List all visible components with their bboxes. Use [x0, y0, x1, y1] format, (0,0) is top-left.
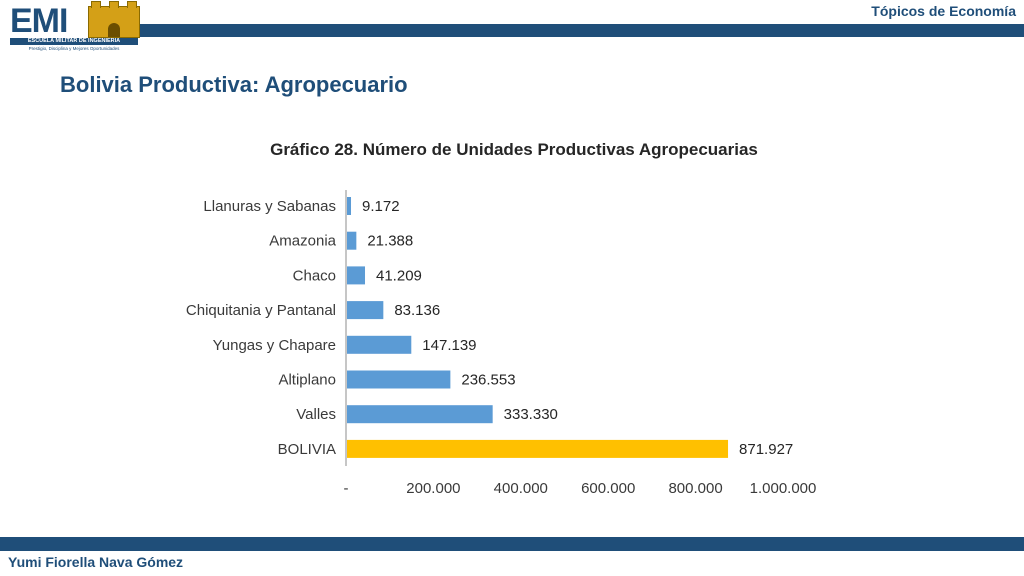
data-label: 871.927 — [739, 441, 793, 458]
x-tick-label: 1.000.000 — [750, 480, 817, 497]
x-tick-label: 600.000 — [581, 480, 635, 497]
chart-title: Gráfico 28. Número de Unidades Productiv… — [270, 140, 758, 159]
bar-chaco — [347, 266, 366, 285]
category-label: Chiquitania y Pantanal — [186, 302, 336, 319]
category-label: Valles — [296, 406, 336, 423]
category-label: Altiplano — [278, 372, 336, 389]
bar-altiplano — [347, 370, 451, 389]
bar-yungas-y-chapare — [347, 335, 412, 354]
data-label: 83.136 — [394, 302, 440, 319]
logo-motto: Prestigio, Disciplina y Mejores Oportuni… — [28, 46, 120, 51]
data-label: 147.139 — [422, 337, 476, 354]
category-label: Yungas y Chapare — [213, 337, 336, 354]
footer-bar — [0, 537, 1024, 551]
data-label: 41.209 — [376, 267, 422, 284]
data-label: 333.330 — [504, 406, 558, 423]
bar-llanuras-y-sabanas — [347, 197, 352, 215]
page-title: Bolivia Productiva: Agropecuario — [60, 72, 408, 97]
bar-bolivia — [347, 439, 729, 458]
x-tick-label: 400.000 — [494, 480, 548, 497]
logo-text: EMI — [10, 2, 68, 40]
bar-valles — [347, 405, 493, 424]
category-label: BOLIVIA — [278, 441, 336, 458]
x-tick-label: 800.000 — [668, 480, 722, 497]
data-label: 9.172 — [362, 198, 400, 215]
header-course-label: Tópicos de Economía — [871, 3, 1016, 19]
category-label: Amazonia — [269, 233, 336, 250]
chart-title-wrap: Gráfico 28. Número de Unidades Productiv… — [0, 140, 1024, 160]
header-bar — [130, 24, 1024, 37]
x-tick-label: - — [344, 480, 349, 497]
bar-chiquitania-y-pantanal — [347, 301, 384, 320]
category-label: Chaco — [293, 267, 336, 284]
castle-icon — [88, 1, 140, 38]
x-tick-label: 200.000 — [406, 480, 460, 497]
data-label: 21.388 — [367, 233, 413, 250]
data-label: 236.553 — [461, 372, 515, 389]
category-label: Llanuras y Sabanas — [203, 198, 336, 215]
bar-amazonia — [347, 231, 357, 250]
footer-author: Yumi Fiorella Nava Gómez — [8, 554, 184, 570]
logo-subtitle: ESCUELA MILITAR DE INGENIERIA — [10, 38, 138, 45]
emi-logo: EMI ESCUELA MILITAR DE INGENIERIA Presti… — [10, 1, 140, 51]
